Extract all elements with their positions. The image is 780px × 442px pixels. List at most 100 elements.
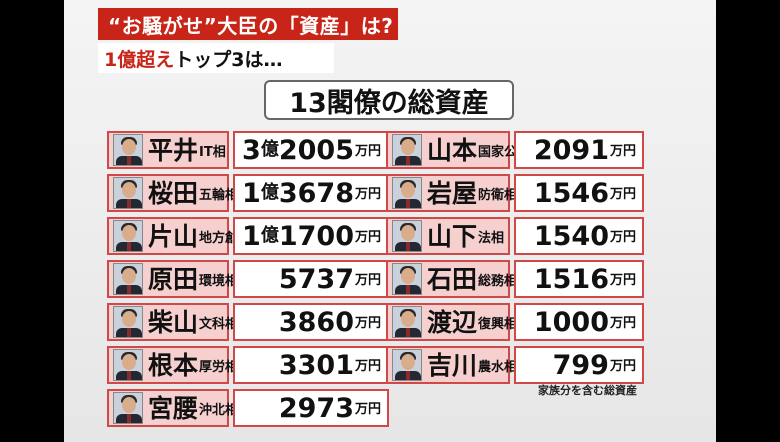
page-title: 13閣僚の総資産 bbox=[264, 80, 514, 120]
asset-man-value: 1546 bbox=[533, 177, 609, 209]
asset-value-cell: 3301 万円 bbox=[233, 346, 389, 384]
minister-photo bbox=[113, 220, 143, 252]
minister-photo bbox=[113, 306, 143, 338]
minister-name: 渡辺 bbox=[427, 307, 478, 337]
asset-unit: 万円 bbox=[354, 359, 381, 374]
photo-head bbox=[401, 268, 415, 284]
minister-name-cell: 平井 IT相 bbox=[107, 131, 229, 169]
minister-photo bbox=[392, 220, 422, 252]
asset-man-value: 1540 bbox=[533, 220, 609, 252]
minister-post: 復興相 bbox=[478, 317, 518, 332]
table-row: 平井 IT相 3 億 2005 万円 bbox=[107, 131, 389, 169]
asset-man-value: 5737 bbox=[278, 263, 354, 295]
minister-post: IT相 bbox=[199, 145, 226, 160]
minister-name: 柴山 bbox=[148, 307, 199, 337]
subheadline-highlight: 1億超え bbox=[104, 48, 175, 71]
asset-unit: 万円 bbox=[609, 316, 636, 331]
photo-tie bbox=[127, 242, 131, 251]
minister-photo bbox=[392, 134, 422, 166]
photo-head bbox=[401, 225, 415, 241]
photo-tie bbox=[406, 199, 410, 208]
asset-unit: 万円 bbox=[609, 273, 636, 288]
table-row: 片山 地方創生相 1 億 1700 万円 bbox=[107, 217, 389, 255]
asset-unit: 万円 bbox=[354, 187, 381, 202]
minister-name-cell: 山本国家公安委員長 bbox=[386, 131, 569, 169]
minister-name-cell: 原田 環境相 bbox=[107, 260, 238, 298]
photo-tie bbox=[127, 285, 131, 294]
minister-name-cell: 根本 厚労相 bbox=[107, 346, 238, 384]
asset-man-value: 3860 bbox=[278, 306, 354, 338]
table-row: 原田 環境相 5737 万円 bbox=[107, 260, 389, 298]
photo-head bbox=[122, 182, 136, 198]
asset-unit: 万円 bbox=[609, 144, 636, 159]
photo-head bbox=[401, 182, 415, 198]
asset-man-value: 1000 bbox=[533, 306, 609, 338]
asset-oku-unit: 億 bbox=[260, 139, 279, 160]
table-row: 渡辺 復興相 1000 万円 bbox=[386, 303, 644, 341]
photo-head bbox=[401, 139, 415, 155]
minister-name-cell: 片山 地方創生相 bbox=[107, 217, 264, 255]
table-row: 宮腰 沖北相 2973 万円 bbox=[107, 389, 389, 427]
photo-head bbox=[122, 311, 136, 327]
photo-head bbox=[401, 354, 415, 370]
asset-value-cell: 3 億 2005 万円 bbox=[233, 131, 389, 169]
asset-oku-value: 1 bbox=[242, 177, 261, 209]
table-row: 根本 厚労相 3301 万円 bbox=[107, 346, 389, 384]
photo-tie bbox=[127, 371, 131, 380]
minister-post: 総務相 bbox=[478, 274, 518, 289]
asset-man-value: 799 bbox=[552, 349, 609, 381]
minister-name-cell: 渡辺 復興相 bbox=[386, 303, 517, 341]
minister-post: 環境相 bbox=[199, 274, 239, 289]
photo-head bbox=[122, 397, 136, 413]
minister-name: 根本 bbox=[148, 350, 199, 380]
photo-tie bbox=[406, 328, 410, 337]
asset-value-cell: 2091 万円 bbox=[514, 131, 644, 169]
minister-name: 山本 bbox=[427, 135, 478, 165]
minister-name-cell: 桜田 五輪相 bbox=[107, 174, 238, 212]
asset-man-value: 2005 bbox=[278, 134, 354, 166]
minister-photo bbox=[113, 349, 143, 381]
asset-unit: 万円 bbox=[354, 273, 381, 288]
minister-photo bbox=[392, 306, 422, 338]
photo-tie bbox=[406, 285, 410, 294]
minister-post: 防衛相 bbox=[478, 188, 518, 203]
asset-unit: 万円 bbox=[354, 144, 381, 159]
photo-tie bbox=[127, 156, 131, 165]
minister-post: 五輪相 bbox=[199, 188, 239, 203]
asset-unit: 万円 bbox=[609, 187, 636, 202]
minister-photo bbox=[392, 263, 422, 295]
photo-head bbox=[122, 354, 136, 370]
minister-name-cell: 吉川 農水相 bbox=[386, 346, 517, 384]
photo-tie bbox=[406, 156, 410, 165]
asset-unit: 万円 bbox=[354, 230, 381, 245]
asset-oku-unit: 億 bbox=[260, 225, 279, 246]
asset-value-cell: 1 億 3678 万円 bbox=[233, 174, 389, 212]
minister-post: 厚労相 bbox=[199, 360, 239, 375]
subheadline: 1億超え トップ3は… bbox=[98, 43, 334, 73]
asset-value-cell: 1540 万円 bbox=[514, 217, 644, 255]
minister-name: 岩屋 bbox=[427, 178, 478, 208]
asset-man-value: 2091 bbox=[533, 134, 609, 166]
minister-post: 沖北相 bbox=[199, 403, 239, 418]
minister-post: 文科相 bbox=[199, 317, 239, 332]
photo-head bbox=[401, 311, 415, 327]
asset-man-value: 3678 bbox=[278, 177, 354, 209]
footnote: 家族分を含む総資産 bbox=[538, 384, 637, 397]
minister-post: 法相 bbox=[478, 231, 505, 246]
asset-oku-unit: 億 bbox=[260, 182, 279, 203]
table-row: 桜田 五輪相 1 億 3678 万円 bbox=[107, 174, 389, 212]
asset-value-cell: 1546 万円 bbox=[514, 174, 644, 212]
minister-photo bbox=[113, 134, 143, 166]
minister-name-cell: 岩屋 防衛相 bbox=[386, 174, 517, 212]
minister-photo bbox=[392, 177, 422, 209]
minister-name: 平井 bbox=[148, 135, 199, 165]
asset-value-cell: 1000 万円 bbox=[514, 303, 644, 341]
asset-value-cell: 3860 万円 bbox=[233, 303, 389, 341]
minister-name-cell: 山下 法相 bbox=[386, 217, 510, 255]
asset-value-cell: 1516 万円 bbox=[514, 260, 644, 298]
minister-photo bbox=[113, 392, 143, 424]
minister-photo bbox=[113, 263, 143, 295]
asset-man-value: 1700 bbox=[278, 220, 354, 252]
minister-photo bbox=[392, 349, 422, 381]
photo-tie bbox=[406, 371, 410, 380]
